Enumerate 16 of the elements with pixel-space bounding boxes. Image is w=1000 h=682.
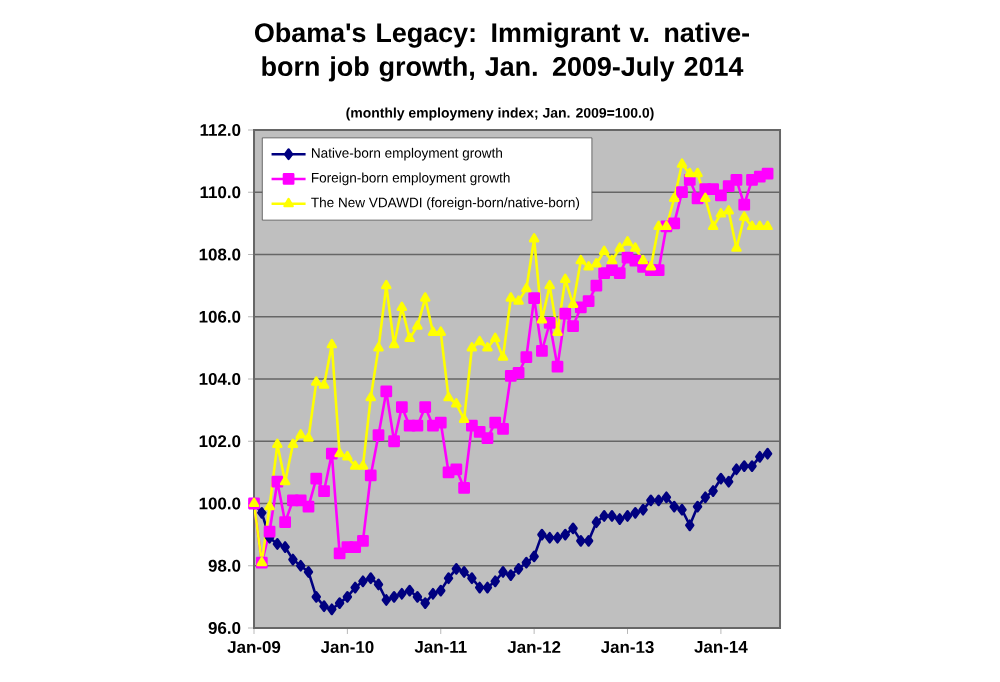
y-tick-label: 110.0 [200,186,241,199]
y-tick-label: 98.0 [208,559,241,572]
y-tick-label: 104.0 [199,373,241,385]
x-tick-label: Jan-13 [600,641,654,654]
x-tick-label: Jan-12 [507,641,561,653]
chart-title: Obama's Legacy: Immigrant v. native-born job growth, Jan. 2009-July 2014 [255,22,749,82]
x-tick-label: Jan-10 [320,641,374,653]
x-tick-label: Jan-09 [227,641,281,653]
y-tick-label: 112.0 [200,124,241,136]
y-tick-label: 108.0 [199,248,241,261]
y-tick-label: 100.0 [199,497,241,510]
y-tick-label: 96.0 [208,622,241,634]
y-tick-label: 102.0 [199,435,241,448]
x-tick-label: Jan-11 [414,641,467,653]
x-tick-label: Jan-14 [694,641,748,653]
y-tick-label: 106.0 [199,310,241,323]
